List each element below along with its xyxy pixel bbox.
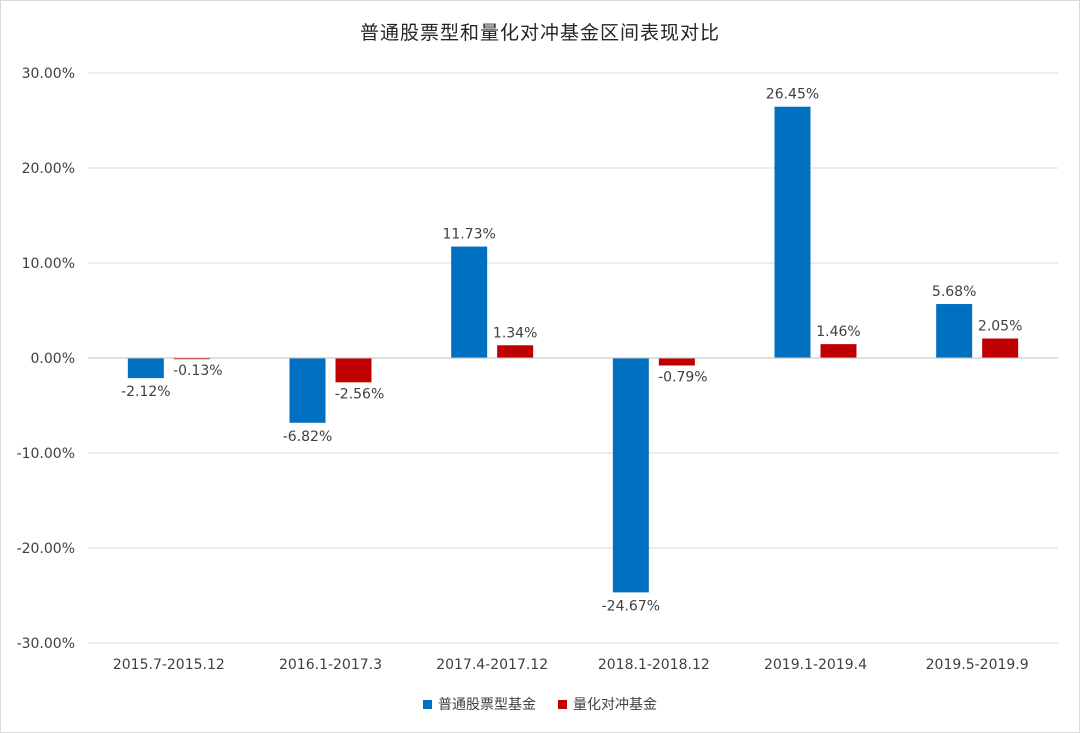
legend-item-series-2: 量化对冲基金	[558, 694, 657, 714]
legend-item-series-1: 普通股票型基金	[423, 694, 536, 714]
bar-series-1	[936, 304, 973, 358]
x-tick-label: 2019.1-2019.4	[764, 657, 867, 673]
y-tick-label: 0.00%	[31, 351, 75, 367]
bar-series-2	[173, 358, 210, 360]
legend-label-series-2: 量化对冲基金	[573, 697, 657, 713]
x-tick-label: 2018.1-2018.12	[598, 657, 710, 673]
y-tick-label: -20.00%	[17, 541, 75, 557]
legend-swatch-series-2	[558, 699, 567, 709]
chart-title: 普通股票型和量化对冲基金区间表现对比	[359, 22, 720, 44]
y-tick-label: -10.00%	[17, 446, 75, 462]
bar-series-1	[451, 246, 488, 358]
y-tick-label: 30.00%	[22, 66, 75, 82]
data-label: 1.34%	[493, 325, 537, 341]
data-label: -24.67%	[602, 598, 660, 614]
bar-series-1	[127, 358, 164, 379]
bar-series-2	[658, 358, 695, 366]
bar-series-1	[612, 358, 649, 593]
y-tick-label: 20.00%	[22, 161, 75, 177]
data-label: -0.79%	[658, 370, 708, 386]
data-label: 26.45%	[766, 87, 819, 103]
x-tick-label: 2017.4-2017.12	[436, 657, 548, 673]
x-tick-label: 2019.5-2019.9	[926, 657, 1029, 673]
data-label: 2.05%	[978, 319, 1022, 335]
legend-label-series-1: 普通股票型基金	[438, 697, 536, 713]
bar-series-1	[774, 106, 811, 358]
legend-swatch-series-1	[423, 699, 432, 709]
x-tick-label: 2015.7-2015.12	[113, 657, 225, 673]
bar-series-1	[289, 358, 326, 423]
data-label: -2.12%	[121, 384, 171, 400]
y-tick-label: 10.00%	[22, 256, 75, 272]
bar-series-2	[820, 344, 857, 358]
bar-series-2	[982, 338, 1019, 358]
data-label: -0.13%	[173, 363, 223, 379]
data-label: -2.56%	[335, 386, 385, 402]
bar-series-2	[497, 345, 534, 358]
data-label: 11.73%	[442, 227, 495, 243]
chart-legend: 普通股票型基金 量化对冲基金	[0, 694, 1080, 714]
data-label: 1.46%	[816, 324, 860, 340]
bar-series-2	[335, 358, 372, 383]
y-tick-label: -30.00%	[17, 636, 75, 652]
data-label: -6.82%	[283, 429, 333, 445]
data-label: 5.68%	[932, 284, 976, 300]
x-tick-label: 2016.1-2017.3	[279, 657, 382, 673]
